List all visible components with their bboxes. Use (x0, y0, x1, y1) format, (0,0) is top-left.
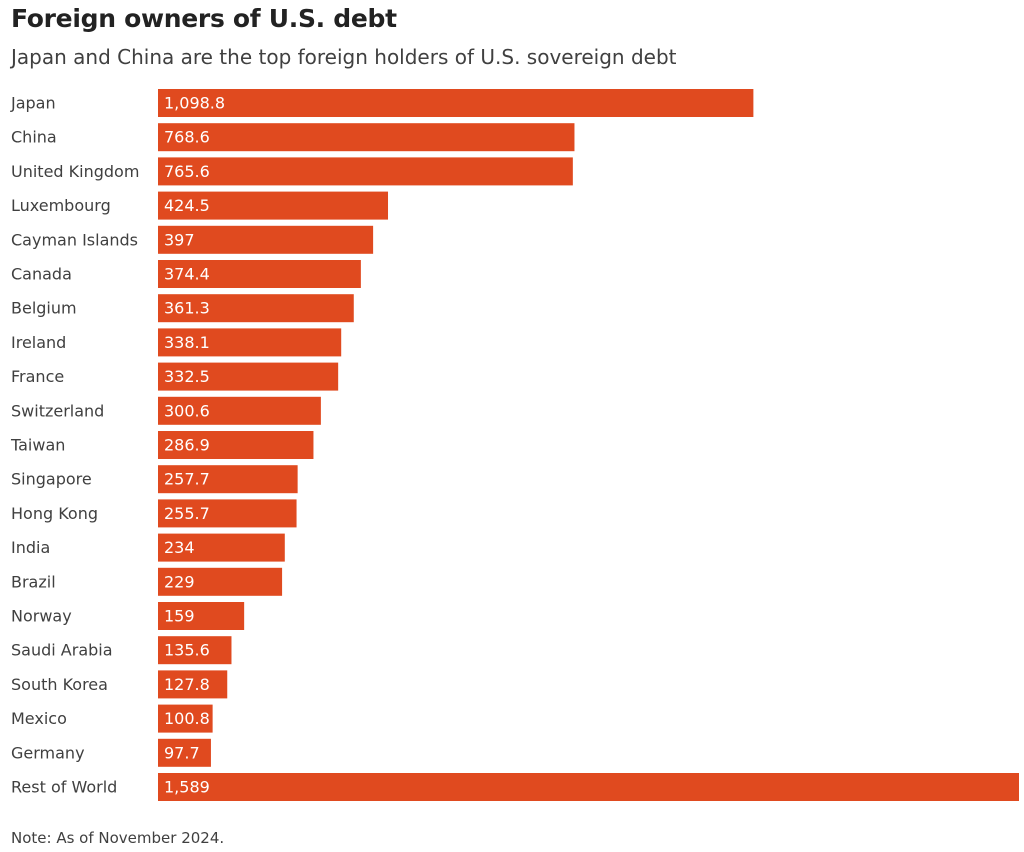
bar (158, 773, 1019, 801)
category-label: India (11, 538, 50, 557)
value-label: 135.6 (164, 641, 210, 660)
value-label: 257.7 (164, 470, 210, 489)
bar (158, 499, 297, 528)
category-label: Canada (11, 265, 72, 284)
bar (158, 670, 228, 699)
bar (158, 260, 361, 288)
bar (158, 567, 283, 596)
value-label: 768.6 (164, 128, 210, 147)
bar (158, 431, 314, 459)
value-label: 397 (164, 230, 195, 249)
category-label: Ireland (11, 333, 66, 352)
bar (158, 465, 298, 494)
category-label: South Korea (11, 675, 108, 694)
value-label: 159 (164, 607, 195, 626)
bar (158, 704, 213, 733)
bar (158, 396, 321, 425)
value-label: 286.9 (164, 436, 210, 455)
bar (158, 636, 232, 665)
value-label: 127.8 (164, 675, 210, 694)
bar (158, 225, 374, 254)
category-label: Cayman Islands (11, 230, 138, 249)
bar (158, 362, 339, 391)
value-label: 424.5 (164, 196, 210, 215)
category-label: Mexico (11, 709, 67, 728)
category-label: Japan (10, 94, 56, 113)
value-label: 234 (164, 538, 195, 557)
category-label: Germany (11, 743, 85, 762)
category-label: Brazil (11, 572, 56, 591)
bar (158, 123, 575, 152)
value-label: 765.6 (164, 162, 210, 181)
category-label: France (11, 367, 64, 386)
value-label: 229 (164, 572, 195, 591)
value-label: 361.3 (164, 299, 210, 318)
category-label: Norway (11, 607, 72, 626)
category-label: Hong Kong (11, 504, 98, 523)
value-label: 100.8 (164, 709, 210, 728)
category-label: Belgium (11, 299, 77, 318)
bar (158, 294, 354, 323)
category-label: United Kingdom (11, 162, 139, 181)
bar (158, 191, 389, 220)
bar (158, 533, 285, 562)
bar (158, 157, 573, 186)
category-label: China (11, 128, 57, 147)
category-label: Switzerland (11, 401, 104, 420)
chart-title: Foreign owners of U.S. debt (11, 4, 397, 33)
category-label: Rest of World (11, 778, 117, 797)
bar (158, 328, 342, 357)
value-label: 374.4 (164, 265, 210, 284)
bar (158, 89, 754, 117)
value-label: 97.7 (164, 743, 200, 762)
value-label: 338.1 (164, 333, 210, 352)
category-label: Luxembourg (11, 196, 111, 215)
value-label: 1,589 (164, 778, 210, 797)
bar (158, 738, 211, 767)
bar (158, 602, 245, 630)
category-label: Taiwan (10, 436, 65, 455)
value-label: 1,098.8 (164, 94, 225, 113)
category-label: Saudi Arabia (11, 641, 113, 660)
value-label: 300.6 (164, 401, 210, 420)
chart-subtitle: Japan and China are the top foreign hold… (11, 45, 677, 69)
chart-note: Note: As of November 2024. (11, 829, 225, 847)
category-label: Singapore (11, 470, 92, 489)
value-label: 332.5 (164, 367, 210, 386)
value-label: 255.7 (164, 504, 210, 523)
